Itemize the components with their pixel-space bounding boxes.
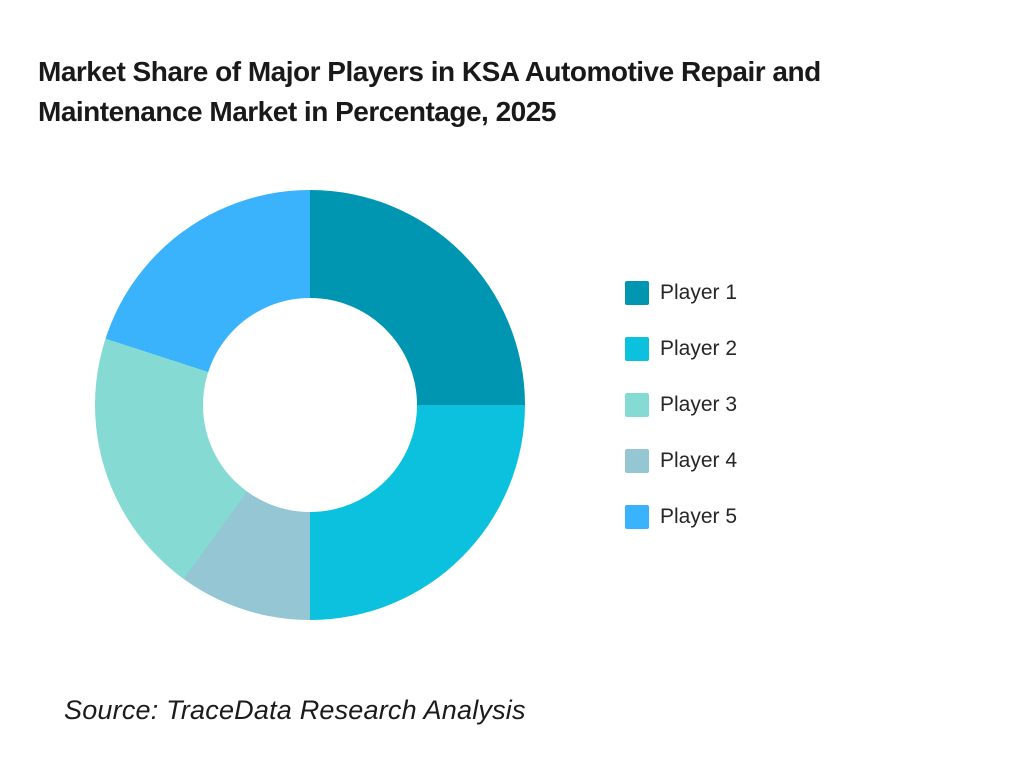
source-note: Source: TraceData Research Analysis <box>64 695 526 725</box>
legend-item-player-5: Player 5 <box>625 505 737 529</box>
legend-item-player-3: Player 3 <box>625 393 737 417</box>
legend-item-player-1: Player 1 <box>625 281 737 305</box>
legend-item-player-4: Player 4 <box>625 449 737 473</box>
legend-swatch-player-5 <box>625 505 649 529</box>
legend-item-player-2: Player 2 <box>625 337 737 361</box>
legend-label-player-4: Player 4 <box>660 449 738 472</box>
legend-label-player-1: Player 1 <box>660 281 738 304</box>
legend-label-player-5: Player 5 <box>660 505 738 528</box>
donut-hole <box>203 298 417 512</box>
legend-swatch-player-3 <box>625 393 649 417</box>
chart-title-line-1: Market Share of Major Players in KSA Aut… <box>38 56 821 87</box>
legend-swatch-player-2 <box>625 337 649 361</box>
chart-title-line-2: Maintenance Market in Percentage, 2025 <box>38 96 556 127</box>
legend-label-player-2: Player 2 <box>660 337 738 360</box>
legend: Player 1 Player 2 Player 3 Player 4 Play… <box>625 281 737 529</box>
legend-label-player-3: Player 3 <box>660 393 738 416</box>
donut-chart <box>95 190 525 620</box>
legend-swatch-player-4 <box>625 449 649 473</box>
chart-title: Market Share of Major Players in KSA Aut… <box>38 52 998 132</box>
legend-swatch-player-1 <box>625 281 649 305</box>
